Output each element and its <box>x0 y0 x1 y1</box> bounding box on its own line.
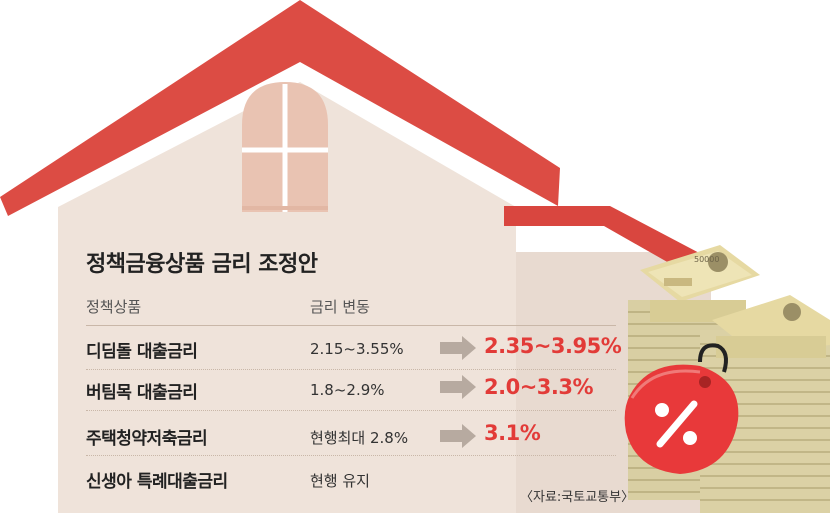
row-current-rate: 현행최대 2.8% <box>310 429 409 447</box>
arrow-icon <box>440 424 476 448</box>
row-new-rate: 2.0~3.3% <box>484 375 594 399</box>
row-new-rate: 2.35~3.95% <box>484 334 622 358</box>
arrow-icon <box>440 375 476 399</box>
row-current-rate: 1.8~2.9% <box>310 381 385 399</box>
row-new-rate: 3.1% <box>484 421 541 445</box>
source-note: 〈자료:국토교통부〉 <box>520 490 635 505</box>
attic-window <box>242 82 328 212</box>
divider <box>86 369 616 370</box>
banknote-text: 50000 <box>694 255 719 264</box>
divider <box>86 455 616 456</box>
arrow-icon <box>440 336 476 360</box>
discount-tag-icon <box>624 343 739 474</box>
header-rate-change: 금리 변동 <box>310 298 370 316</box>
divider <box>86 410 616 411</box>
table-title: 정책금융상품 금리 조정안 <box>86 252 318 277</box>
row-current-rate: 2.15~3.55% <box>310 340 404 358</box>
row-product-label: 주택청약저축금리 <box>86 429 208 449</box>
row-current-rate: 현행 유지 <box>310 472 370 490</box>
row-product-label: 버팀목 대출금리 <box>86 383 198 403</box>
header-product: 정책상품 <box>86 298 142 316</box>
divider <box>86 325 616 326</box>
row-product-label: 디딤돌 대출금리 <box>86 342 198 362</box>
row-product-label: 신생아 특례대출금리 <box>86 472 228 492</box>
arrow-icons <box>440 336 476 448</box>
